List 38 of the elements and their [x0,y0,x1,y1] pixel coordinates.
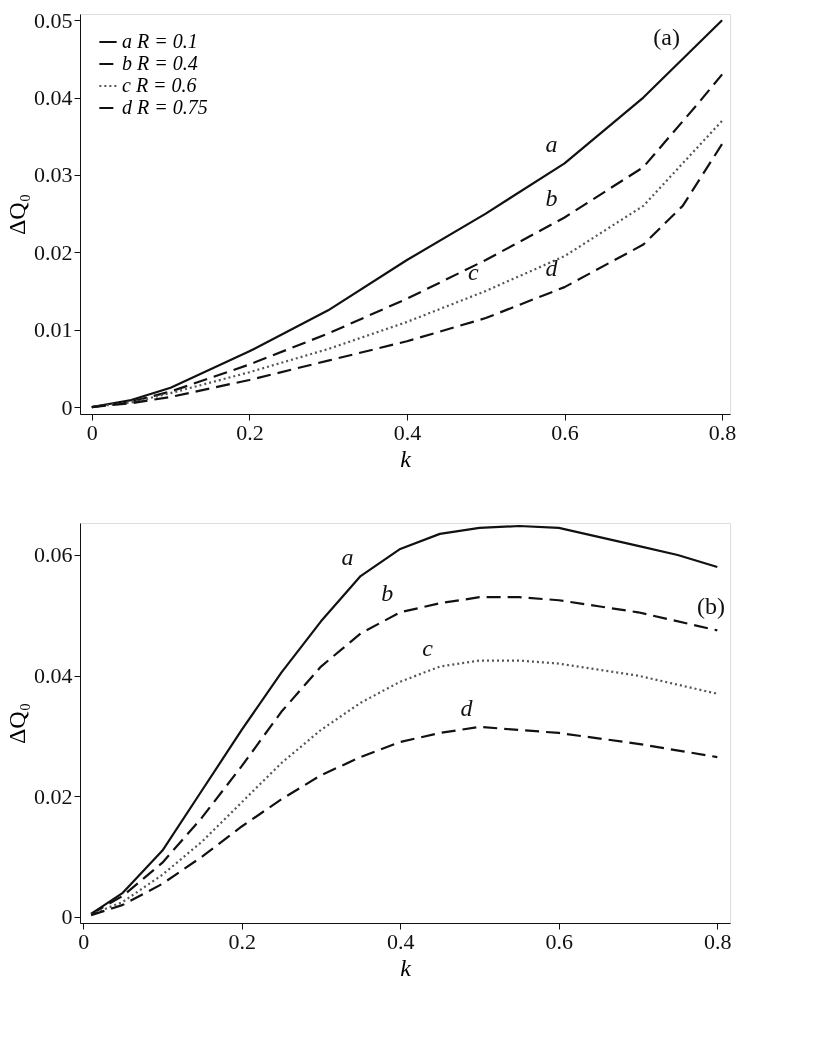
legend-label: c R = 0.6 [122,74,197,96]
annotation: b [545,185,558,212]
x-tick-label: 0.2 [236,419,264,445]
y-tick-label: 0.05 [34,7,73,33]
x-axis-title: k [400,445,412,472]
x-axis-title: k [400,954,412,981]
x-tick-label: 0.6 [545,928,574,954]
legend-label: a R = 0.1 [122,30,198,52]
x-tick-label: 0.4 [393,419,422,445]
y-tick-label: 0 [61,394,73,420]
y-axis-title: ΔQ₀ [4,702,30,745]
annotation: c [468,258,480,285]
annotation: a [341,544,354,571]
annotation: (a) [653,24,680,50]
annotation: a [545,131,558,158]
annotation: d [460,694,474,721]
annotation: b [381,580,394,607]
x-tick-label: 0.4 [386,928,415,954]
x-tick-label: 0 [78,928,90,954]
y-tick-label: 0.04 [34,85,73,111]
x-tick-label: 0.2 [228,928,256,954]
annotation: d [545,255,559,282]
y-tick-label: 0.02 [34,783,73,809]
legend-label: d R = 0.75 [122,96,208,118]
y-tick-label: 0.06 [34,542,73,568]
annotation: (b) [697,593,725,619]
x-tick-label: 0.8 [708,419,737,445]
legend-label: b R = 0.4 [122,52,198,74]
y-tick-label: 0 [61,904,73,930]
y-tick-label: 0.04 [34,663,73,689]
y-axis-title: ΔQ₀ [4,193,30,236]
x-tick-label: 0.8 [704,928,732,954]
y-tick-label: 0.01 [34,317,73,343]
x-tick-label: 0.6 [551,419,579,445]
y-tick-label: 0.03 [34,162,73,188]
y-tick-label: 0.02 [34,239,73,265]
annotation: c [422,634,434,661]
x-tick-label: 0 [86,419,98,445]
